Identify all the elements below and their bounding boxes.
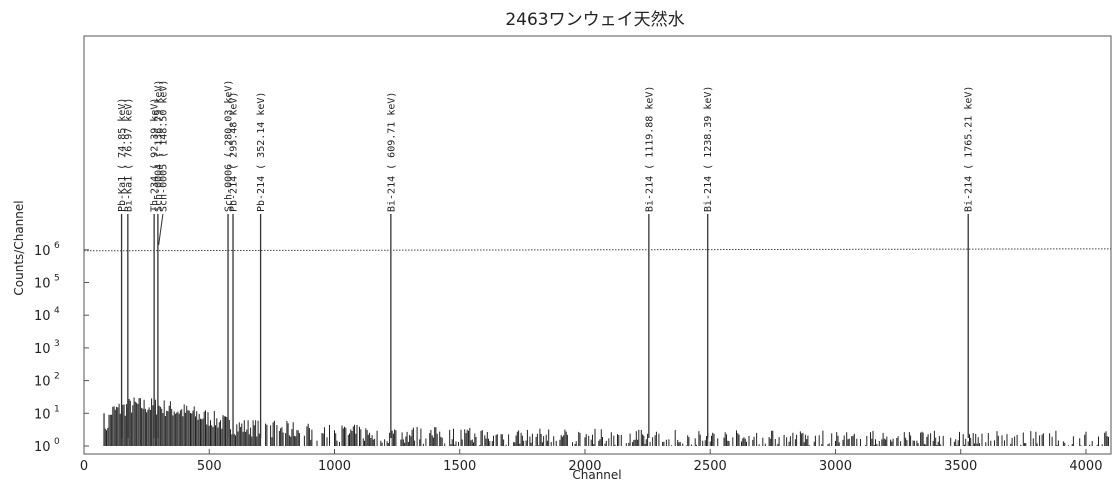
peak-markers: Pb-Ka1 ( 74.85 keV)Bi-Ka1 ( 76.97 keV) Th… [117, 80, 975, 438]
x-axis-title: Channel [572, 468, 621, 482]
x-tick-label: 2500 [694, 459, 727, 474]
peak-label: Bi-214 ( 1238.39 keV) [703, 86, 714, 212]
peak-label: Pb-Ka1 ( 74.85 keV) [117, 98, 128, 212]
y-tick-exponent: 2 [54, 372, 60, 382]
peak-label: Bi-214 ( 609.71 keV) [386, 92, 397, 212]
peak-label: Bi-214 ( 1119.88 keV) [644, 86, 655, 212]
x-tick-label: 3000 [819, 459, 852, 474]
reference-line-layer [83, 248, 1112, 252]
x-tick-label: 1500 [443, 459, 476, 474]
reference-line [83, 248, 1112, 252]
y-tick-exponent: 0 [54, 437, 60, 447]
x-tick-label: 0 [80, 459, 88, 474]
peak-label: Bi-Ka1 ( 76.97 keV) [123, 98, 134, 212]
peak-label: Th-234 ( 92.39 keV) [150, 98, 161, 212]
peak-label: Bi-214 ( 1765.21 keV) [964, 86, 975, 212]
x-axis-ticks: 0 500 1000 1500 2000 2500 3000 3500 4000 [80, 449, 1102, 474]
y-tick-exponent: 1 [54, 404, 60, 414]
x-tick-label: 1000 [318, 459, 351, 474]
y-tick-label: 10 [34, 277, 51, 292]
peak-connector [158, 213, 164, 246]
y-tick-label: 10 [34, 244, 51, 259]
peak-label: Sch-0004 ( 136.79 keV) [153, 80, 164, 212]
y-tick-label: 10 [34, 309, 51, 324]
y-tick-exponent: 3 [54, 339, 60, 349]
peak-label: Pb-214 ( 352.14 keV) [256, 92, 267, 212]
y-tick-exponent: 5 [54, 274, 60, 284]
y-tick-exponent: 6 [54, 241, 60, 251]
y-tick-label: 10 [34, 407, 51, 422]
x-tick-label: 500 [197, 459, 222, 474]
y-axis-title: Counts/Channel [12, 200, 26, 295]
x-tick-label: 2000 [568, 459, 601, 474]
plot-frame [83, 35, 1112, 455]
peak-label: Sch-0006 ( 280.03 keV) [224, 80, 235, 212]
y-tick-label: 10 [34, 342, 51, 357]
spectrum-layer [103, 397, 1109, 446]
x-tick-label: 3500 [944, 459, 977, 474]
y-tick-label: 10 [34, 440, 51, 455]
chart-title: 2463ワンウェイ天然水 [505, 10, 684, 30]
peak-label: Pb-214 ( 295.48 keV) [229, 92, 240, 212]
y-tick-label: 10 [34, 375, 51, 390]
peak-label: Sch-0005 ( 148.50 keV) [158, 80, 169, 212]
y-tick-exponent: 4 [54, 306, 60, 316]
x-tick-label: 4000 [1069, 459, 1102, 474]
spectrum-trace [104, 397, 1109, 446]
